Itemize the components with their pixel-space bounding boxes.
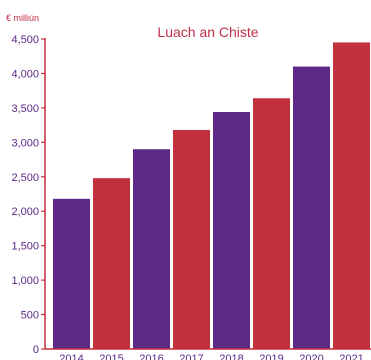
bar-2014 bbox=[53, 198, 90, 349]
x-tick-label: 2016 bbox=[139, 353, 163, 360]
bar-2016 bbox=[133, 149, 170, 349]
bar-2021 bbox=[333, 42, 370, 349]
y-tick-label: 1,500 bbox=[11, 241, 39, 253]
x-tick-label: 2020 bbox=[299, 353, 323, 360]
y-tick-label: 2,500 bbox=[11, 172, 39, 184]
x-axis: 2014 2015 2016 2017 2018 2019 2020 2021 bbox=[59, 353, 363, 360]
bar-2018 bbox=[213, 112, 250, 350]
bars bbox=[53, 42, 370, 350]
chart-title: Luach an Chiste bbox=[157, 24, 258, 40]
y-tick-label: 500 bbox=[21, 310, 39, 322]
x-tick-label: 2021 bbox=[339, 353, 363, 360]
y-tick-label: 3,500 bbox=[11, 103, 39, 115]
y-tick-label: 1,000 bbox=[11, 275, 39, 287]
x-tick-label: 2018 bbox=[219, 353, 243, 360]
y-axis-unit-label: € milliún bbox=[6, 13, 39, 23]
y-tick-label: 2,000 bbox=[11, 206, 39, 218]
x-tick-label: 2015 bbox=[99, 353, 123, 360]
bar-2019 bbox=[253, 98, 290, 349]
bar-2015 bbox=[93, 178, 130, 349]
y-tick-label: 0 bbox=[33, 344, 39, 356]
x-tick-label: 2019 bbox=[259, 353, 283, 360]
y-axis: 0 500 1,000 1,500 2,000 2,500 3,000 3,500 4,000 4… bbox=[11, 34, 45, 356]
bar-2020 bbox=[293, 66, 330, 350]
bar-2017 bbox=[173, 129, 210, 349]
y-tick-label: 4,000 bbox=[11, 68, 39, 80]
y-tick-label: 4,500 bbox=[11, 34, 39, 46]
x-tick-label: 2017 bbox=[179, 353, 203, 360]
y-tick-label: 3,000 bbox=[11, 137, 39, 149]
x-tick-label: 2014 bbox=[59, 353, 83, 360]
